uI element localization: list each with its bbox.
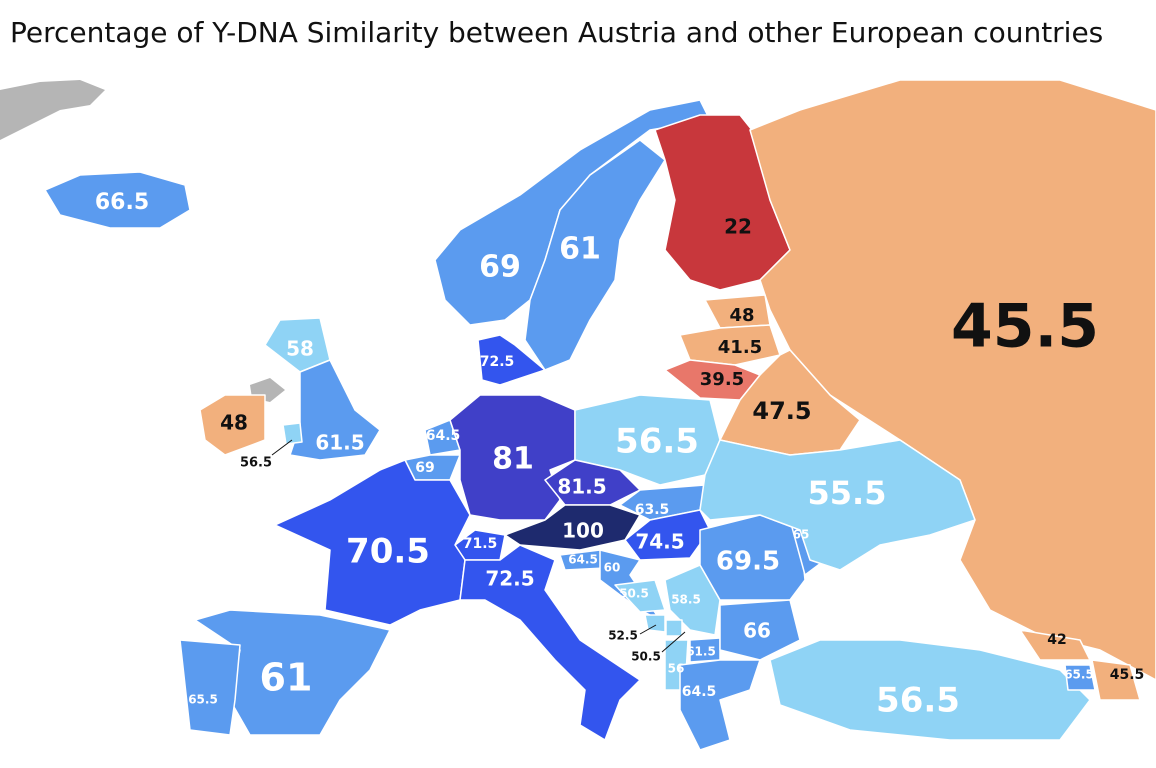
country-label: 58 <box>286 337 314 361</box>
country-label: 56.5 <box>240 456 272 471</box>
country-label: 64.5 <box>426 428 461 444</box>
country-label: 63.5 <box>635 502 670 518</box>
country-label: 64.5 <box>682 684 717 700</box>
country-label: 100 <box>562 519 604 543</box>
country-label: 69 <box>415 460 434 476</box>
country <box>282 422 303 445</box>
country-label: 65.5 <box>188 693 218 707</box>
country-label: 22 <box>724 215 752 239</box>
country-label: 61 <box>260 656 313 700</box>
country-label: 52.5 <box>608 629 638 643</box>
country-label: 56 <box>668 662 685 676</box>
country-label: 60 <box>604 561 621 575</box>
leader-line <box>639 624 657 635</box>
country-label: 66 <box>743 619 771 643</box>
country <box>434 99 711 326</box>
country-label: 81 <box>492 442 534 477</box>
country-label: 50.5 <box>631 650 661 664</box>
country-label: 69 <box>479 250 521 285</box>
country <box>274 459 471 626</box>
country-label: 61 <box>559 232 601 267</box>
country-label: 65.5 <box>1064 668 1094 682</box>
country <box>644 614 666 633</box>
country <box>1064 664 1096 691</box>
leader-line <box>661 631 686 653</box>
country-label: 65 <box>793 528 810 542</box>
country-label: 45.5 <box>951 292 1099 362</box>
country-label: 48 <box>220 411 248 435</box>
country <box>1091 659 1141 701</box>
labels: 66.5 69 61 22 45.5 48 41.5 39.5 47.5 58 48 61.5 56.5… <box>95 190 1144 721</box>
country-label: 48 <box>729 305 754 326</box>
country <box>749 79 1156 681</box>
country-label: 39.5 <box>700 369 744 390</box>
country <box>449 394 576 521</box>
leader-lines <box>271 439 686 653</box>
country-label: 72.5 <box>485 567 534 591</box>
country-label: 72.5 <box>480 354 515 370</box>
country <box>44 171 191 229</box>
country-label: 64.5 <box>568 553 598 567</box>
country <box>199 394 266 456</box>
country-label: 71.5 <box>463 536 498 552</box>
country <box>524 139 666 371</box>
country-label: 69.5 <box>716 547 780 577</box>
country-label: 45.5 <box>1110 667 1145 683</box>
country <box>179 639 241 736</box>
country <box>504 504 641 551</box>
country-label: 61.5 <box>315 431 364 455</box>
country <box>665 619 683 637</box>
country-label: 56.5 <box>876 681 960 721</box>
country-label: 42 <box>1047 632 1066 648</box>
country <box>719 599 801 661</box>
regions <box>44 79 1156 751</box>
country-label: 70.5 <box>346 532 430 572</box>
country <box>264 317 331 373</box>
country <box>459 544 641 741</box>
country <box>769 639 1091 741</box>
background-land <box>0 80 285 402</box>
country <box>1019 629 1091 661</box>
country <box>614 579 666 613</box>
country-label: 58.5 <box>671 593 701 607</box>
country-label: 55.5 <box>808 474 887 512</box>
leader-line <box>271 439 293 456</box>
country-label: 66.5 <box>95 190 149 215</box>
country-label: 61.5 <box>686 645 716 659</box>
country <box>477 334 546 386</box>
country <box>699 439 976 571</box>
map-title: Percentage of Y-DNA Similarity between A… <box>10 16 1103 49</box>
country-label: 56.5 <box>615 422 699 462</box>
country-label: 41.5 <box>718 337 762 358</box>
greenland <box>0 80 105 140</box>
country-label: 81.5 <box>557 475 606 499</box>
country <box>679 659 761 751</box>
country-label: 74.5 <box>635 530 684 554</box>
country-label: 47.5 <box>752 397 811 425</box>
country-label: 50.5 <box>619 587 649 601</box>
